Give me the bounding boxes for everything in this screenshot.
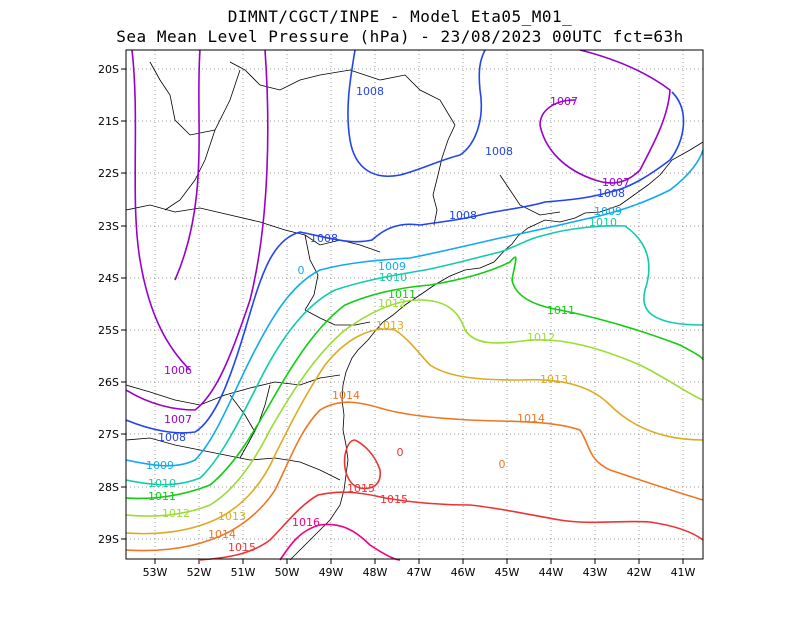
isobar-1016 — [279, 523, 401, 561]
contour-label-1007: 1007 — [550, 95, 578, 108]
contour-label-1009: 1009 — [594, 205, 622, 218]
isobar-1006-east — [174, 49, 201, 281]
isobar-1012 — [125, 299, 704, 517]
contour-label-1006: 1006 — [164, 364, 192, 377]
contour-label-1013: 1013 — [376, 319, 404, 332]
isobar-contours — [125, 49, 704, 561]
contour-label-1011: 1011 — [388, 288, 416, 301]
contour-label-1009: 1009 — [146, 459, 174, 472]
contour-label-1014: 1014 — [517, 412, 545, 425]
map-subtitle: Sea Mean Level Pressure (hPa) - 23/08/20… — [116, 27, 684, 46]
state-border-ms-sp — [164, 69, 241, 211]
isobar-1006 — [131, 49, 191, 371]
contour-label-1008: 1008 — [310, 232, 338, 245]
isobar-1008-north — [347, 49, 486, 177]
state-border-sp-mg — [229, 61, 381, 91]
y-tick-label: 24S — [98, 272, 119, 285]
x-tick-label: 45W — [495, 566, 520, 579]
contour-label-1013: 1013 — [540, 373, 568, 386]
isobar-1009 — [125, 149, 704, 467]
isobar-1007-ne — [539, 49, 671, 184]
contour-label-1012: 1012 — [378, 297, 406, 310]
x-tick-label: 46W — [451, 566, 476, 579]
map-frame — [125, 49, 704, 560]
contour-label-1011: 1011 — [547, 304, 575, 317]
border-sc-inner — [229, 394, 256, 433]
axis-ticks: 53W 52W 51W 50W 49W 48W 47W 46W 45W 44W 43W 42W 41W 2… — [98, 63, 696, 579]
atlantic-coastline — [289, 141, 704, 561]
contour-label-1016: 1016 — [292, 516, 320, 529]
contour-label-1009: 1009 — [378, 260, 406, 273]
x-tick-label: 50W — [275, 566, 300, 579]
x-tick-label: 42W — [627, 566, 652, 579]
contour-label-1011: 1011 — [148, 490, 176, 503]
isobar-1007-west — [125, 49, 269, 411]
contour-label-1007: 1007 — [164, 413, 192, 426]
y-tick-label: 25S — [98, 324, 119, 337]
x-tick-label: 53W — [143, 566, 168, 579]
contour-label-1009: 0 — [298, 264, 305, 277]
political-borders — [125, 61, 704, 561]
isobar-1015-cell — [343, 439, 382, 490]
contour-label-1014: 1014 — [332, 389, 360, 402]
x-tick-label: 44W — [539, 566, 564, 579]
state-border-mg-es — [432, 124, 456, 226]
state-border-mg-rj — [499, 174, 561, 216]
contour-label-1008: 1008 — [485, 145, 513, 158]
contour-labels: 1006100710071007100810081008100810081008… — [146, 85, 630, 554]
contour-label-1014: 1014 — [208, 528, 236, 541]
contour-label-1015: 0 — [397, 446, 404, 459]
state-border-pr-py — [304, 234, 319, 311]
isobar-1010 — [125, 225, 704, 486]
x-tick-label: 47W — [407, 566, 432, 579]
mg-interior — [379, 74, 456, 126]
contour-label-1015: 1015 — [380, 493, 408, 506]
x-tick-label: 51W — [231, 566, 256, 579]
contour-label-1015: 1015 — [228, 541, 256, 554]
y-tick-label: 28S — [98, 481, 119, 494]
map-title: DIMNT/CGCT/INPE - Model Eta05_M01_ — [227, 7, 573, 26]
contour-label-1012: 1012 — [527, 331, 555, 344]
x-tick-label: 49W — [319, 566, 344, 579]
y-tick-label: 20S — [98, 63, 119, 76]
isobar-1015 — [199, 491, 704, 561]
contour-label-1008: 1008 — [597, 187, 625, 200]
state-border-pr-sc — [125, 374, 341, 406]
isobar-1008-west — [125, 91, 685, 434]
x-tick-label: 52W — [187, 566, 212, 579]
y-tick-label: 21S — [98, 115, 119, 128]
isobar-1013 — [125, 328, 704, 535]
contour-label-1014: 0 — [499, 458, 506, 471]
x-tick-label: 43W — [583, 566, 608, 579]
x-tick-label: 41W — [671, 566, 696, 579]
contour-label-1008: 1008 — [158, 431, 186, 444]
state-border-sc-rs — [125, 437, 341, 481]
contour-label-1007: 1007 — [602, 176, 630, 189]
go-border — [149, 61, 216, 136]
contour-label-1010: 1010 — [379, 271, 407, 284]
contour-label-1010: 1010 — [148, 477, 176, 490]
y-tick-label: 26S — [98, 376, 119, 389]
contour-label-1015: 1015 — [347, 482, 375, 495]
contour-label-1010: 1010 — [589, 216, 617, 229]
border-arg — [239, 384, 271, 459]
contour-label-1008: 1008 — [449, 209, 477, 222]
border-pr-inner — [304, 309, 371, 326]
isobar-1011 — [125, 256, 704, 500]
contour-label-1012: 1012 — [162, 507, 190, 520]
isobar-1014 — [125, 401, 704, 552]
y-tick-label: 29S — [98, 533, 119, 546]
y-tick-label: 22S — [98, 167, 119, 180]
state-border-sp-pr — [125, 204, 381, 253]
x-tick-label: 48W — [363, 566, 388, 579]
contour-label-1008: 1008 — [356, 85, 384, 98]
y-tick-label: 27S — [98, 428, 119, 441]
contour-label-1013: 1013 — [218, 510, 246, 523]
y-tick-label: 23S — [98, 220, 119, 233]
